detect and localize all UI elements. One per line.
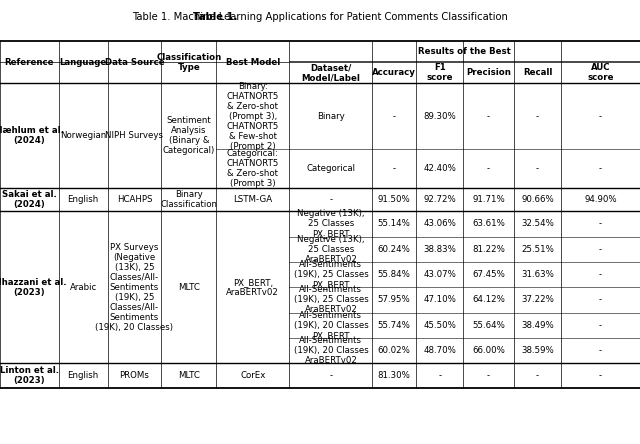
Text: PX_BERT,
AraBERTv02: PX_BERT, AraBERTv02: [227, 278, 279, 297]
Text: Recall: Recall: [523, 68, 552, 77]
Text: 63.61%: 63.61%: [472, 219, 505, 229]
Text: Binary
Classification: Binary Classification: [160, 190, 218, 209]
Text: 38.59%: 38.59%: [521, 346, 554, 355]
Text: -: -: [536, 164, 539, 173]
Text: -: -: [487, 164, 490, 173]
Text: 31.63%: 31.63%: [521, 270, 554, 279]
Text: Sakai et al.
(2024): Sakai et al. (2024): [2, 190, 57, 209]
Text: -: -: [599, 321, 602, 330]
Text: -: -: [599, 371, 602, 380]
Text: 81.22%: 81.22%: [472, 245, 505, 254]
Text: PROMs: PROMs: [120, 371, 149, 380]
Text: Table 1.: Table 1.: [193, 12, 238, 22]
Text: Results of the Best: Results of the Best: [418, 47, 511, 56]
Text: Accuracy: Accuracy: [372, 68, 416, 77]
Text: 92.72%: 92.72%: [423, 195, 456, 204]
Text: Data Source: Data Source: [104, 58, 164, 67]
Text: -: -: [487, 112, 490, 121]
Text: 66.00%: 66.00%: [472, 346, 505, 355]
Text: Negative (13K),
25 Classes
AraBERTv02: Negative (13K), 25 Classes AraBERTv02: [297, 235, 365, 264]
Text: -: -: [536, 371, 539, 380]
Text: 67.45%: 67.45%: [472, 270, 505, 279]
Text: -: -: [393, 112, 396, 121]
Text: -: -: [599, 112, 602, 121]
Text: -: -: [393, 164, 396, 173]
Text: 81.30%: 81.30%: [378, 371, 411, 380]
Text: Linton et al.
(2023): Linton et al. (2023): [0, 366, 59, 385]
Text: 60.24%: 60.24%: [378, 245, 411, 254]
Text: Table 1.: Table 1.: [0, 443, 1, 444]
Text: -: -: [599, 164, 602, 173]
Text: MLTC: MLTC: [178, 283, 200, 292]
Text: 48.70%: 48.70%: [423, 346, 456, 355]
Text: 43.07%: 43.07%: [423, 270, 456, 279]
Text: -: -: [330, 195, 332, 204]
Text: -: -: [438, 371, 441, 380]
Text: English: English: [68, 195, 99, 204]
Text: -: -: [599, 219, 602, 229]
Text: 43.06%: 43.06%: [423, 219, 456, 229]
Text: 47.10%: 47.10%: [423, 295, 456, 305]
Text: 32.54%: 32.54%: [521, 219, 554, 229]
Text: Mæhlum et al.
(2024): Mæhlum et al. (2024): [0, 127, 65, 145]
Text: 55.84%: 55.84%: [378, 270, 411, 279]
Text: All-Sentiments
(19K), 20 Classes
AraBERTv02: All-Sentiments (19K), 20 Classes AraBERT…: [294, 336, 368, 365]
Text: Norwegian: Norwegian: [60, 131, 106, 140]
Text: 42.40%: 42.40%: [423, 164, 456, 173]
Text: 37.22%: 37.22%: [521, 295, 554, 305]
Text: Table 1. Machine Learning Applications for Patient Comments Classification: Table 1. Machine Learning Applications f…: [132, 12, 508, 22]
Text: Reference: Reference: [4, 58, 54, 67]
Text: All-Sentiments
(19K), 20 Classes
PX_BERT: All-Sentiments (19K), 20 Classes PX_BERT: [294, 311, 368, 340]
Text: 57.95%: 57.95%: [378, 295, 411, 305]
Text: Categorical:
CHATNORT5
& Zero-shot
(Prompt 3): Categorical: CHATNORT5 & Zero-shot (Prom…: [227, 149, 279, 188]
Text: CorEx: CorEx: [240, 371, 266, 380]
Text: Classification
Type: Classification Type: [156, 53, 221, 71]
Text: Dataset/
Model/Label: Dataset/ Model/Label: [301, 63, 360, 82]
Text: Best Model: Best Model: [226, 58, 280, 67]
Text: Arabic: Arabic: [70, 283, 97, 292]
Text: 64.12%: 64.12%: [472, 295, 505, 305]
Text: 55.64%: 55.64%: [472, 321, 505, 330]
Text: 91.71%: 91.71%: [472, 195, 505, 204]
Text: Language: Language: [60, 58, 107, 67]
Text: AUC
score: AUC score: [588, 63, 614, 82]
Text: -: -: [330, 371, 332, 380]
Text: -: -: [536, 112, 539, 121]
Text: HCAHPS: HCAHPS: [116, 195, 152, 204]
Text: Negative (13K),
25 Classes
PX_BERT: Negative (13K), 25 Classes PX_BERT: [297, 210, 365, 238]
Text: 55.14%: 55.14%: [378, 219, 411, 229]
Text: Categorical: Categorical: [307, 164, 355, 173]
Text: -: -: [599, 270, 602, 279]
Text: All-Sentiments
(19K), 25 Classes
PX_BERT: All-Sentiments (19K), 25 Classes PX_BERT: [294, 260, 368, 289]
Text: Sentiment
Analysis
(Binary &
Categorical): Sentiment Analysis (Binary & Categorical…: [163, 116, 215, 155]
Text: Alhazzani et al.
(2023): Alhazzani et al. (2023): [0, 278, 67, 297]
Text: 55.74%: 55.74%: [378, 321, 411, 330]
Text: NIPH Surveys: NIPH Surveys: [106, 131, 163, 140]
Text: F1
score: F1 score: [426, 63, 453, 82]
Text: MLTC: MLTC: [178, 371, 200, 380]
Text: English: English: [68, 371, 99, 380]
Text: -: -: [599, 295, 602, 305]
Text: -: -: [599, 245, 602, 254]
Text: Binary:
CHATNORT5
& Zero-shot
(Prompt 3),
CHATNORT5
& Few-shot
(Prompt 2): Binary: CHATNORT5 & Zero-shot (Prompt 3)…: [227, 82, 279, 151]
Text: PX Surveys
(Negative
(13K), 25
Classes/All-
Sentiments
(19K), 25
Classes/All-
Se: PX Surveys (Negative (13K), 25 Classes/A…: [95, 242, 173, 332]
Text: 38.83%: 38.83%: [423, 245, 456, 254]
Text: LSTM-GA: LSTM-GA: [233, 195, 273, 204]
Text: Precision: Precision: [466, 68, 511, 77]
Text: Binary: Binary: [317, 112, 345, 121]
Text: -: -: [599, 346, 602, 355]
Text: 38.49%: 38.49%: [521, 321, 554, 330]
Text: 90.66%: 90.66%: [521, 195, 554, 204]
Text: 91.50%: 91.50%: [378, 195, 411, 204]
Text: Table 1. Machine Learning Applications for Patient Comments Classification: Table 1. Machine Learning Applications f…: [0, 443, 1, 444]
Text: -: -: [487, 371, 490, 380]
Text: 45.50%: 45.50%: [423, 321, 456, 330]
Text: 89.30%: 89.30%: [423, 112, 456, 121]
Text: All-Sentiments
(19K), 25 Classes
AraBERTv02: All-Sentiments (19K), 25 Classes AraBERT…: [294, 285, 368, 314]
Text: 94.90%: 94.90%: [584, 195, 617, 204]
Text: 25.51%: 25.51%: [521, 245, 554, 254]
Text: 60.02%: 60.02%: [378, 346, 411, 355]
